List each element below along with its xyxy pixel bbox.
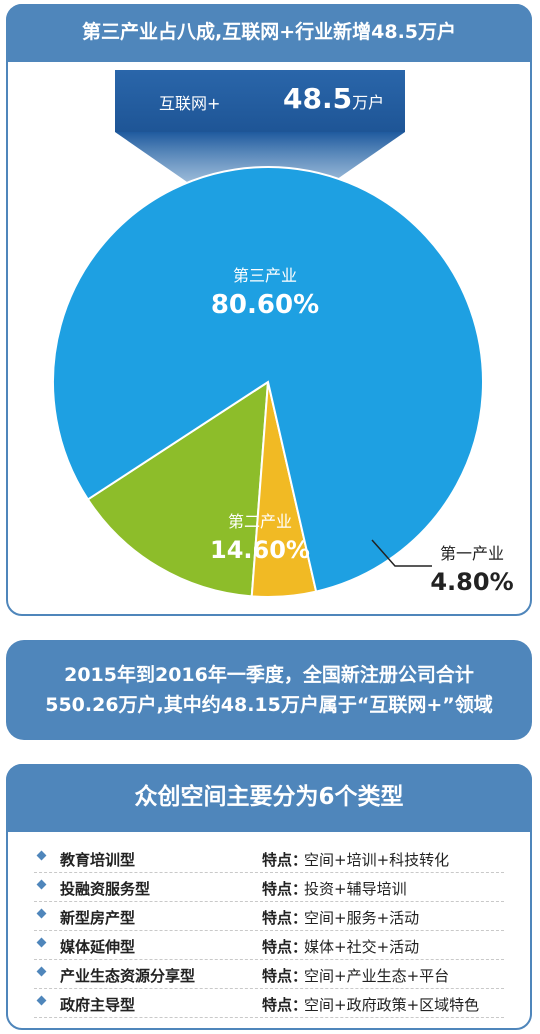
type-name: 教育培训型: [60, 851, 136, 869]
first-industry-leader: [371, 539, 432, 567]
third-industry-label: 第三产业 80.60%: [205, 262, 325, 320]
first-industry-label: 第一产业 4.80%: [412, 540, 532, 596]
types-list: 教育培训型 特点： 空间+培训+科技转化 投融资服务型 特点： 投资+辅导培训 新型房产…: [34, 844, 504, 1018]
type-row: 政府主导型 特点： 空间+政府政策+区域特色: [34, 989, 504, 1018]
banner-unit: 万户: [352, 93, 385, 112]
pie-chart: [52, 132, 484, 598]
banner-funnel: [115, 132, 405, 184]
feature-key: 特点：: [262, 938, 308, 956]
diamond-bullet-icon: [36, 995, 47, 1006]
internet-plus-banner: 互联网+ 48.5万户: [115, 70, 405, 132]
type-feature: 空间+服务+活动: [304, 909, 420, 927]
type-feature: 空间+培训+科技转化: [304, 851, 450, 869]
type-row: 产业生态资源分享型 特点： 空间+产业生态+平台: [34, 960, 504, 989]
pie-card-title: 第三产业占八成,互联网+行业新增48.5万户: [6, 4, 532, 62]
slice-name: 第一产业: [439, 544, 504, 563]
slice-name: 第二产业: [227, 512, 292, 531]
registration-stat-box: 2015年到2016年一季度，全国新注册公司合计 550.26万户,其中约48.…: [6, 640, 532, 740]
diamond-bullet-icon: [36, 937, 47, 948]
type-name: 新型房产型: [60, 909, 136, 927]
diamond-bullet-icon: [36, 908, 47, 919]
banner-number: 48.5: [283, 82, 353, 115]
feature-key: 特点：: [262, 851, 308, 869]
types-title: 众创空间主要分为6个类型: [6, 764, 532, 832]
stat-line-2: 550.26万户,其中约48.15万户属于“互联网+”领域: [45, 694, 493, 716]
diamond-bullet-icon: [36, 879, 47, 890]
type-feature: 空间+政府政策+区域特色: [304, 996, 480, 1014]
banner-value: 48.5万户: [283, 82, 384, 115]
feature-key: 特点：: [262, 880, 308, 898]
pie-slice: [52, 166, 484, 593]
diamond-bullet-icon: [36, 966, 47, 977]
feature-key: 特点：: [262, 967, 308, 985]
pie-slice: [86, 380, 270, 598]
banner-label: 互联网+: [159, 94, 221, 113]
type-row: 新型房产型 特点： 空间+服务+活动: [34, 902, 504, 931]
type-feature: 媒体+社交+活动: [304, 938, 420, 956]
slice-value: 80.60%: [210, 290, 320, 320]
type-row: 媒体延伸型 特点： 媒体+社交+活动: [34, 931, 504, 960]
slice-value: 4.80%: [430, 568, 514, 596]
diamond-bullet-icon: [36, 850, 47, 861]
type-name: 产业生态资源分享型: [60, 967, 196, 985]
type-name: 投融资服务型: [60, 880, 151, 898]
second-industry-label: 第二产业 14.60%: [200, 508, 320, 564]
stat-line-1: 2015年到2016年一季度，全国新注册公司合计: [64, 664, 474, 686]
type-row: 投融资服务型 特点： 投资+辅导培训: [34, 873, 504, 902]
slice-value: 14.60%: [210, 536, 310, 564]
type-feature: 空间+产业生态+平台: [304, 967, 450, 985]
slice-name: 第三产业: [232, 266, 297, 285]
type-name: 政府主导型: [60, 996, 136, 1014]
feature-key: 特点：: [262, 996, 308, 1014]
type-row: 教育培训型 特点： 空间+培训+科技转化: [34, 844, 504, 873]
type-feature: 投资+辅导培训: [304, 880, 407, 898]
feature-key: 特点：: [262, 909, 308, 927]
type-name: 媒体延伸型: [60, 938, 136, 956]
